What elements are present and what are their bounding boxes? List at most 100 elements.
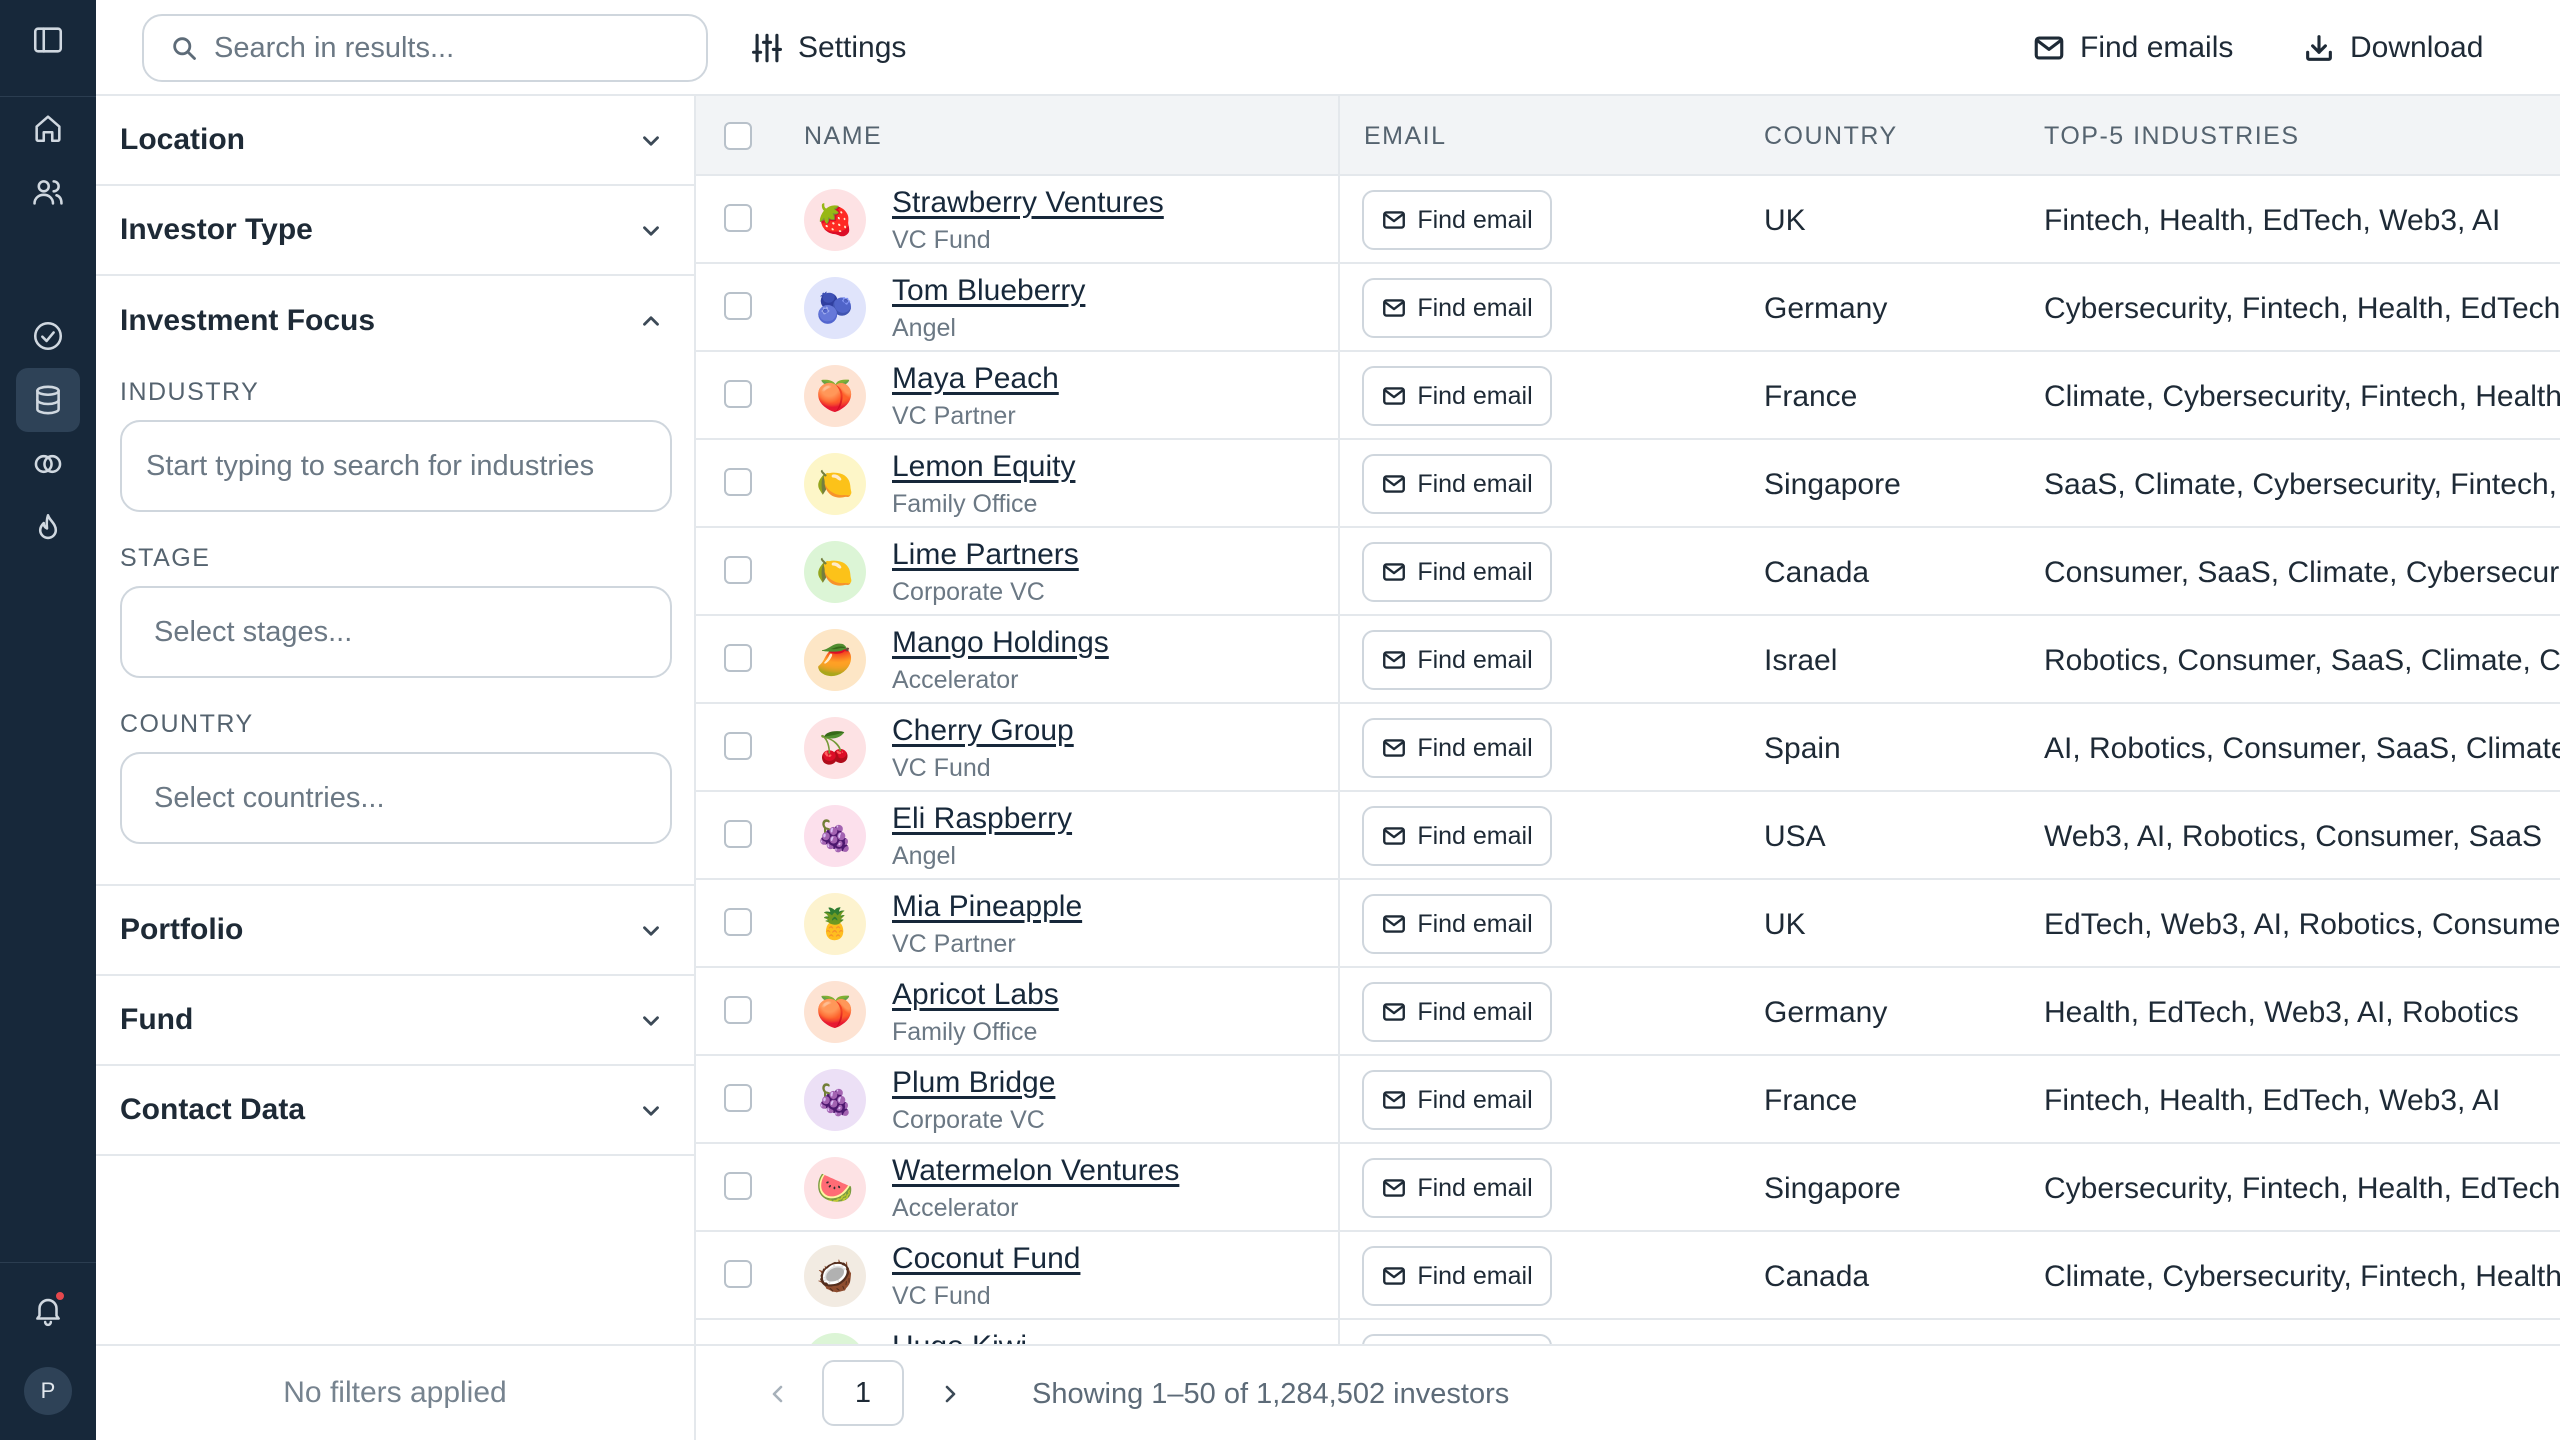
- find-email-label: Find email: [1417, 909, 1533, 938]
- table-row[interactable]: 🍋 Lime Partners Corporate VC Find email Cana…: [696, 528, 2560, 616]
- row-checkbox[interactable]: [724, 1260, 752, 1288]
- column-header-name[interactable]: NAME: [804, 122, 883, 150]
- toggle-sidebar-icon[interactable]: [16, 8, 80, 72]
- find-email-button[interactable]: Find email: [1362, 1158, 1552, 1218]
- filter-investment-focus[interactable]: Investment Focus: [96, 276, 694, 366]
- investor-name-link[interactable]: Mia Pineapple: [892, 890, 1083, 923]
- filter-fund[interactable]: Fund: [96, 976, 694, 1066]
- column-header-email[interactable]: EMAIL: [1364, 122, 1447, 150]
- database-icon[interactable]: [16, 368, 80, 432]
- filter-location[interactable]: Location: [96, 96, 694, 186]
- table-row[interactable]: 🍍 Mia Pineapple VC Partner Find email UK EdTe…: [696, 880, 2560, 968]
- country-select[interactable]: [120, 752, 672, 844]
- next-page-button[interactable]: [932, 1376, 968, 1412]
- investor-name-link[interactable]: Coconut Fund: [892, 1242, 1081, 1275]
- investor-country: Spain: [1764, 732, 1841, 765]
- table-row[interactable]: 🥭 Mango Holdings Accelerator Find email Isra…: [696, 616, 2560, 704]
- table-row[interactable]: 🍇 Plum Bridge Corporate VC Find email France…: [696, 1056, 2560, 1144]
- table-row[interactable]: 🍓 Strawberry Ventures VC Fund Find email UK F…: [696, 176, 2560, 264]
- chevron-down-icon: [643, 1106, 659, 1116]
- stage-select[interactable]: [120, 586, 672, 678]
- column-header-industries[interactable]: TOP-5 INDUSTRIES: [2044, 122, 2300, 150]
- prev-page-button[interactable]: [760, 1376, 796, 1412]
- row-checkbox[interactable]: [724, 1172, 752, 1200]
- find-email-button[interactable]: Find email: [1362, 366, 1552, 426]
- investor-type: VC Fund: [892, 754, 991, 782]
- home-icon[interactable]: [16, 96, 80, 160]
- investor-name-link[interactable]: Lemon Equity: [892, 450, 1076, 483]
- row-checkbox[interactable]: [724, 556, 752, 584]
- row-checkbox[interactable]: [724, 644, 752, 672]
- investor-name-link[interactable]: Tom Blueberry: [892, 274, 1086, 307]
- check-circle-icon[interactable]: [16, 304, 80, 368]
- find-emails-button[interactable]: Find emails: [2032, 22, 2233, 74]
- flame-icon[interactable]: [16, 496, 80, 560]
- find-email-button[interactable]: Find email: [1362, 1246, 1552, 1306]
- find-email-button[interactable]: Find email: [1362, 806, 1552, 866]
- find-email-button[interactable]: Find email: [1362, 278, 1552, 338]
- apricot-icon: 🍑: [804, 981, 866, 1043]
- filter-investor-type[interactable]: Investor Type: [96, 186, 694, 276]
- select-all-checkbox[interactable]: [724, 122, 752, 150]
- table-row[interactable]: 🥥 Coconut Fund VC Fund Find email Canada Clim…: [696, 1232, 2560, 1320]
- table-row[interactable]: 🍒 Cherry Group VC Fund Find email Spain AI, R…: [696, 704, 2560, 792]
- find-email-button[interactable]: Find email: [1362, 542, 1552, 602]
- investor-name-link[interactable]: Lime Partners: [892, 538, 1079, 571]
- row-checkbox[interactable]: [724, 1084, 752, 1112]
- find-email-label: Find email: [1417, 293, 1533, 322]
- download-button[interactable]: Download: [2302, 22, 2483, 74]
- investor-name-link[interactable]: Mango Holdings: [892, 626, 1109, 659]
- investor-name-link[interactable]: Eli Raspberry: [892, 802, 1073, 835]
- cherry-icon: 🍒: [804, 717, 866, 779]
- investor-name-link[interactable]: Cherry Group: [892, 714, 1074, 747]
- row-checkbox[interactable]: [724, 820, 752, 848]
- row-checkbox[interactable]: [724, 380, 752, 408]
- find-email-button[interactable]: Find email: [1362, 190, 1552, 250]
- row-checkbox[interactable]: [724, 732, 752, 760]
- investor-name-link[interactable]: Watermelon Ventures: [892, 1154, 1180, 1187]
- row-checkbox[interactable]: [724, 292, 752, 320]
- investor-industries: Fintech, Health, EdTech, Web3, AI: [2044, 204, 2501, 237]
- find-email-button[interactable]: Find email: [1362, 630, 1552, 690]
- industry-search-input[interactable]: [120, 420, 672, 512]
- investor-name-link[interactable]: Hugo Kiwi: [892, 1330, 1027, 1344]
- filter-contact-data[interactable]: Contact Data: [96, 1066, 694, 1156]
- find-email-button[interactable]: Find email: [1362, 454, 1552, 514]
- investor-country: France: [1764, 380, 1858, 413]
- avatar[interactable]: P: [24, 1367, 72, 1415]
- bell-icon[interactable]: [16, 1278, 80, 1342]
- row-checkbox[interactable]: [724, 468, 752, 496]
- table-row[interactable]: 🍑 Apricot Labs Family Office Find email Germ…: [696, 968, 2560, 1056]
- investor-country: UK: [1764, 204, 1806, 237]
- investor-type: Corporate VC: [892, 1106, 1045, 1134]
- table-row[interactable]: 🍋 Lemon Equity Family Office Find email Sing…: [696, 440, 2560, 528]
- investor-name-link[interactable]: Plum Bridge: [892, 1066, 1056, 1099]
- table-row[interactable]: 🥝 Hugo Kiwi Find email: [696, 1320, 2560, 1344]
- chevron-down-icon: [643, 136, 659, 146]
- investor-name-link[interactable]: Maya Peach: [892, 362, 1059, 395]
- table-row[interactable]: 🍇 Eli Raspberry Angel Find email USA Web3, AI…: [696, 792, 2560, 880]
- find-email-button[interactable]: Find email: [1362, 894, 1552, 954]
- table-row[interactable]: 🍉 Watermelon Ventures Accelerator Find emai…: [696, 1144, 2560, 1232]
- find-email-button[interactable]: Find email: [1362, 718, 1552, 778]
- search-input[interactable]: [214, 31, 694, 65]
- row-checkbox[interactable]: [724, 996, 752, 1024]
- table-row[interactable]: 🍑 Maya Peach VC Partner Find email France Cli…: [696, 352, 2560, 440]
- table-body: 🍓 Strawberry Ventures VC Fund Find email UK F…: [696, 176, 2560, 1344]
- investor-name-link[interactable]: Strawberry Ventures: [892, 186, 1164, 219]
- investor-industries: EdTech, Web3, AI, Robotics, Consumer: [2044, 908, 2560, 941]
- column-header-country[interactable]: COUNTRY: [1764, 122, 1898, 150]
- table-row[interactable]: 🫐 Tom Blueberry Angel Find email Germany Cybe…: [696, 264, 2560, 352]
- filter-portfolio[interactable]: Portfolio: [96, 886, 694, 976]
- page-number-input[interactable]: [822, 1360, 904, 1426]
- overlap-circles-icon[interactable]: [16, 432, 80, 496]
- settings-button[interactable]: Settings: [750, 22, 906, 74]
- find-email-button[interactable]: Find email: [1362, 1070, 1552, 1130]
- row-checkbox[interactable]: [724, 908, 752, 936]
- find-email-button[interactable]: Find email: [1362, 1334, 1552, 1344]
- users-icon[interactable]: [16, 160, 80, 224]
- investor-country: UK: [1764, 908, 1806, 941]
- investor-name-link[interactable]: Apricot Labs: [892, 978, 1059, 1011]
- row-checkbox[interactable]: [724, 204, 752, 232]
- find-email-button[interactable]: Find email: [1362, 982, 1552, 1042]
